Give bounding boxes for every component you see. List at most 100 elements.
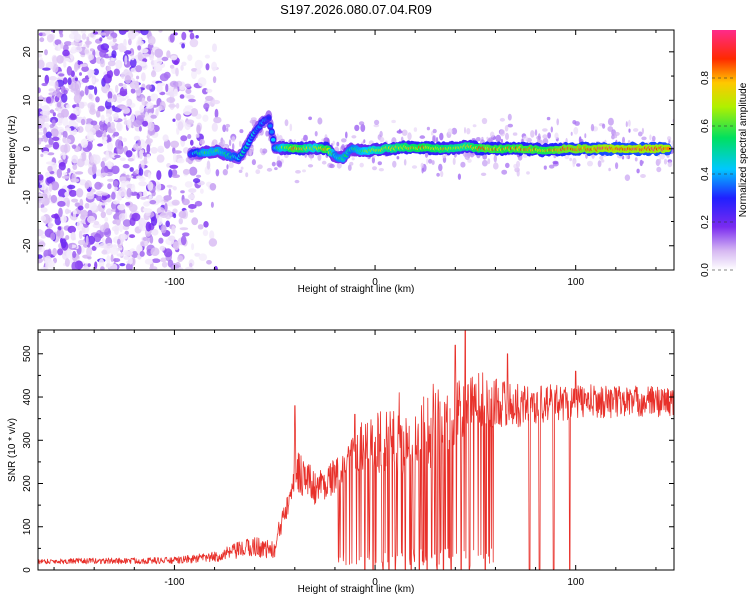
- spectrogram-noise-blob: [590, 123, 595, 132]
- spectrogram-noise-blob: [84, 85, 89, 96]
- spectrogram-noise-blob: [53, 63, 59, 73]
- spectrogram-noise-blob: [294, 179, 300, 184]
- spectrogram-noise-blob: [56, 55, 64, 64]
- spectrogram-noise-blob: [100, 161, 106, 168]
- spectrogram-noise-blob: [552, 160, 559, 165]
- spectrogram-noise-blob: [147, 172, 151, 179]
- spectrogram-noise-blob: [114, 154, 121, 159]
- spectrogram-noise-blob: [447, 128, 453, 135]
- spectrogram-noise-blob: [438, 163, 443, 172]
- spectrogram-noise-blob: [40, 234, 46, 239]
- spectrogram-noise-blob: [95, 130, 104, 135]
- spectrogram-noise-blob: [173, 32, 178, 36]
- spectrogram-noise-blob: [526, 171, 530, 175]
- spectrogram-ridge: [187, 110, 672, 165]
- ridge-core: [666, 146, 671, 151]
- spectrogram-noise-blob: [550, 126, 553, 133]
- spectrogram-noise-blob: [134, 110, 141, 115]
- colorbar-tick-label: 0.8: [700, 71, 711, 85]
- spectrogram-noise-blob: [495, 134, 502, 143]
- spectrogram-noise-blob: [168, 188, 172, 197]
- spectrogram-noise-blob: [142, 190, 148, 197]
- spectrogram-noise-blob: [63, 61, 67, 68]
- spectrogram-noise-blob: [175, 102, 180, 109]
- spectrogram-noise-blob: [50, 181, 60, 191]
- spectrogram-noise-blob: [633, 128, 639, 132]
- spectrogram-noise-blob: [180, 190, 185, 194]
- spectrogram-noise-blob: [636, 168, 640, 174]
- spectrogram-noise-blob: [428, 158, 433, 164]
- spectrogram-noise-blob: [516, 160, 520, 168]
- spectrogram-noise-blob: [486, 136, 489, 140]
- spectrogram-noise-blob: [171, 199, 180, 206]
- snr-xlabel: Height of straight line (km): [298, 584, 415, 595]
- spectrogram-noise-blob: [155, 62, 161, 72]
- spectrogram-noise-blob: [57, 226, 62, 231]
- y-tick-label: 500: [22, 345, 33, 362]
- spectrogram-noise-blob: [178, 210, 187, 219]
- spectrogram-noise-blob: [62, 172, 68, 176]
- spectrogram-noise-blob: [121, 233, 126, 242]
- spectrogram-noise-blob: [171, 225, 176, 234]
- spectrogram-noise-blob: [40, 204, 45, 209]
- spectrogram-noise-blob: [100, 43, 110, 51]
- spectrogram-noise-blob: [118, 136, 123, 141]
- spectrogram-noise-blob: [615, 162, 619, 170]
- spectrogram-noise-blob: [84, 202, 90, 209]
- spectrogram-noise-blob: [186, 94, 195, 100]
- spectrogram-noise-blob: [151, 258, 161, 264]
- colorbar: 0.0 0.2 0.4 0.6 0.8 Normalized spectral ampl…: [700, 30, 749, 277]
- spectrogram-noise-blob: [221, 139, 226, 146]
- spectrogram-noise-blob: [396, 156, 400, 160]
- spectrogram-noise-blob: [516, 169, 520, 177]
- spectrogram-noise-blob: [574, 121, 580, 126]
- spectrogram-noise-blob: [163, 195, 172, 201]
- y-tick-label: 0: [22, 146, 33, 152]
- spectrogram-noise-blob: [189, 32, 195, 40]
- spectrogram-noise-blob: [195, 133, 200, 138]
- spectrogram-noise-blob: [625, 154, 629, 159]
- spectrogram-noise-blob: [117, 238, 121, 245]
- spectrogram-noise-blob: [265, 130, 269, 137]
- spectrogram-noise-blob: [622, 136, 625, 144]
- spectrogram-noise-blob: [190, 139, 194, 146]
- spectrogram-noise-blob: [129, 191, 139, 196]
- spectrogram-noise-blob: [48, 81, 57, 86]
- spectrogram-noise-blob: [173, 153, 177, 163]
- spectrogram-noise-blob: [122, 30, 129, 33]
- spectrogram-noise-blob: [45, 261, 49, 270]
- spectrogram-noise-blob: [161, 261, 168, 268]
- spectrogram-noise-blob: [336, 162, 342, 169]
- ridge-core: [268, 124, 273, 128]
- spectrogram-noise-blob: [54, 80, 59, 90]
- spectrogram-noise-blob: [50, 128, 59, 138]
- spectrogram-noise-blob: [186, 119, 195, 125]
- spectrogram-noise-blob: [169, 33, 175, 43]
- spectrogram-noise-blob: [110, 121, 115, 130]
- spectrogram-noise-blob: [659, 153, 665, 160]
- spectrogram-noise-blob: [140, 48, 149, 54]
- spectrogram-noise-blob: [169, 80, 179, 88]
- spectrogram-noise-blob: [62, 153, 66, 160]
- spectrogram-noise-blob: [142, 120, 149, 127]
- spectrogram-frame: [37, 29, 675, 271]
- spectrogram-noise-blob: [67, 77, 72, 85]
- spectrogram-noise-blob: [98, 258, 105, 268]
- spectrogram-noise-blob: [71, 261, 78, 270]
- spectrogram-noise-blob: [127, 119, 132, 129]
- spectrogram-noise-blob: [420, 162, 424, 169]
- spectrogram-noise-blob: [154, 48, 164, 58]
- spectrogram-noise-blob: [72, 164, 78, 170]
- spectrogram-noise-blob: [119, 223, 123, 233]
- spectrogram-noise-blob: [57, 43, 61, 52]
- spectrogram-noise-blob: [215, 169, 220, 177]
- spectrogram-noise-blob: [108, 263, 118, 270]
- spectrogram-noise-blob: [97, 143, 104, 147]
- spectrogram-noise-blob: [107, 91, 113, 100]
- spectrogram-noise-blob: [73, 33, 82, 42]
- spectrogram-noise-blob: [487, 137, 494, 143]
- spectrogram-noise-blob: [426, 158, 429, 165]
- spectrogram-noise-blob: [441, 154, 447, 159]
- spectrogram-noise-blob: [114, 228, 119, 235]
